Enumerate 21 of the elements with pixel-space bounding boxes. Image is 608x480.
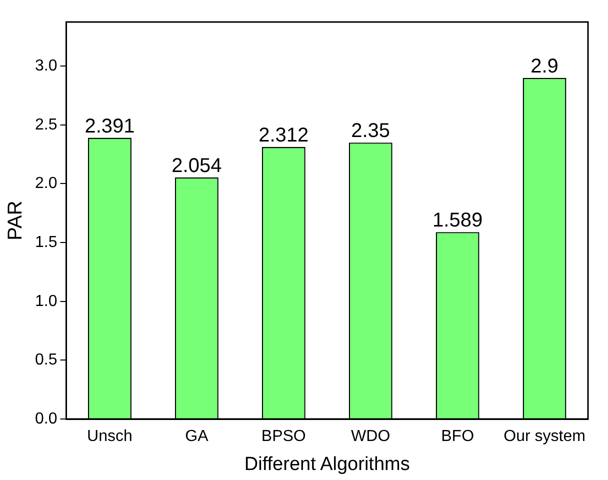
data-label: 1.589 (432, 210, 483, 232)
x-tick-label: GA (185, 428, 209, 446)
y-tick-label: 0.0 (34, 410, 58, 428)
data-label: 2.35 (351, 120, 390, 142)
x-tick-label: WDO (351, 428, 390, 446)
y-tick-label: 0.5 (34, 352, 58, 369)
y-tick-label: 1.0 (34, 292, 58, 310)
data-label: 2.054 (172, 154, 222, 177)
y-tick-label: 2.0 (34, 175, 58, 192)
x-tick-label: Unsch (87, 428, 132, 446)
y-axis-title: PAR (4, 200, 27, 240)
x-tick-label: BPSO (261, 428, 306, 446)
y-tick-label: 3.0 (34, 58, 58, 75)
y-tick-label: 2.5 (34, 116, 58, 134)
x-axis-title: Different Algorithms (244, 454, 410, 475)
data-label: 2.391 (84, 115, 135, 138)
data-label: 2.312 (258, 124, 309, 147)
data-label: 2.9 (530, 55, 558, 78)
x-tick-label: BFO (441, 428, 474, 446)
x-tick-label: Our system (504, 428, 586, 446)
y-tick-label: 1.5 (34, 234, 58, 251)
